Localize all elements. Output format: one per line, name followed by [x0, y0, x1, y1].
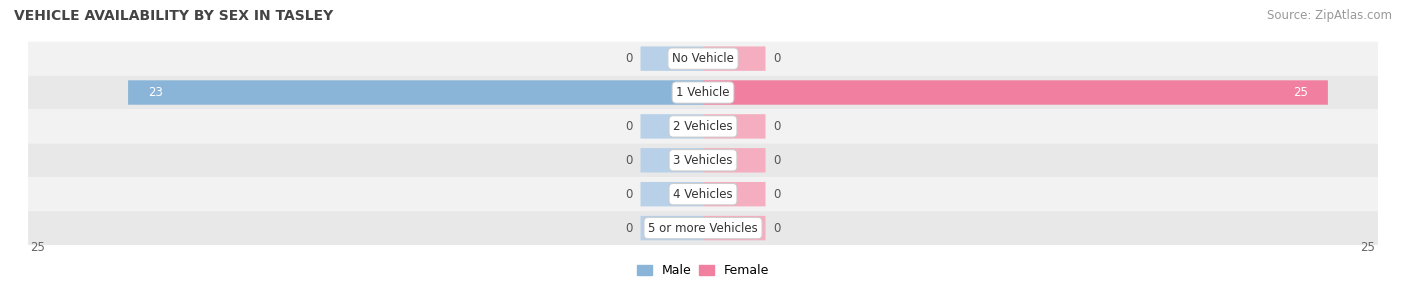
FancyBboxPatch shape	[28, 211, 1378, 245]
Text: 0: 0	[773, 52, 780, 65]
Text: 0: 0	[773, 221, 780, 235]
Legend: Male, Female: Male, Female	[631, 259, 775, 282]
Text: 3 Vehicles: 3 Vehicles	[673, 154, 733, 167]
Text: 0: 0	[626, 221, 633, 235]
FancyBboxPatch shape	[703, 216, 765, 240]
FancyBboxPatch shape	[703, 114, 765, 138]
Text: No Vehicle: No Vehicle	[672, 52, 734, 65]
FancyBboxPatch shape	[28, 177, 1378, 211]
Text: 0: 0	[626, 52, 633, 65]
Text: 0: 0	[626, 154, 633, 167]
Text: 0: 0	[773, 188, 780, 201]
Text: 25: 25	[1361, 241, 1375, 254]
FancyBboxPatch shape	[28, 76, 1378, 109]
Text: 0: 0	[626, 188, 633, 201]
Text: VEHICLE AVAILABILITY BY SEX IN TASLEY: VEHICLE AVAILABILITY BY SEX IN TASLEY	[14, 9, 333, 23]
Text: Source: ZipAtlas.com: Source: ZipAtlas.com	[1267, 9, 1392, 22]
Text: 25: 25	[31, 241, 45, 254]
Text: 5 or more Vehicles: 5 or more Vehicles	[648, 221, 758, 235]
FancyBboxPatch shape	[641, 182, 703, 206]
Text: 23: 23	[148, 86, 163, 99]
Text: 4 Vehicles: 4 Vehicles	[673, 188, 733, 201]
Text: 0: 0	[626, 120, 633, 133]
Text: 0: 0	[773, 120, 780, 133]
FancyBboxPatch shape	[641, 46, 703, 71]
FancyBboxPatch shape	[641, 148, 703, 173]
FancyBboxPatch shape	[28, 143, 1378, 177]
FancyBboxPatch shape	[703, 182, 765, 206]
FancyBboxPatch shape	[641, 114, 703, 138]
FancyBboxPatch shape	[703, 148, 765, 173]
FancyBboxPatch shape	[703, 80, 1327, 105]
Text: 1 Vehicle: 1 Vehicle	[676, 86, 730, 99]
Text: 25: 25	[1294, 86, 1308, 99]
Text: 0: 0	[773, 154, 780, 167]
Text: 2 Vehicles: 2 Vehicles	[673, 120, 733, 133]
FancyBboxPatch shape	[28, 109, 1378, 143]
FancyBboxPatch shape	[641, 216, 703, 240]
FancyBboxPatch shape	[703, 46, 765, 71]
FancyBboxPatch shape	[128, 80, 703, 105]
FancyBboxPatch shape	[28, 42, 1378, 76]
